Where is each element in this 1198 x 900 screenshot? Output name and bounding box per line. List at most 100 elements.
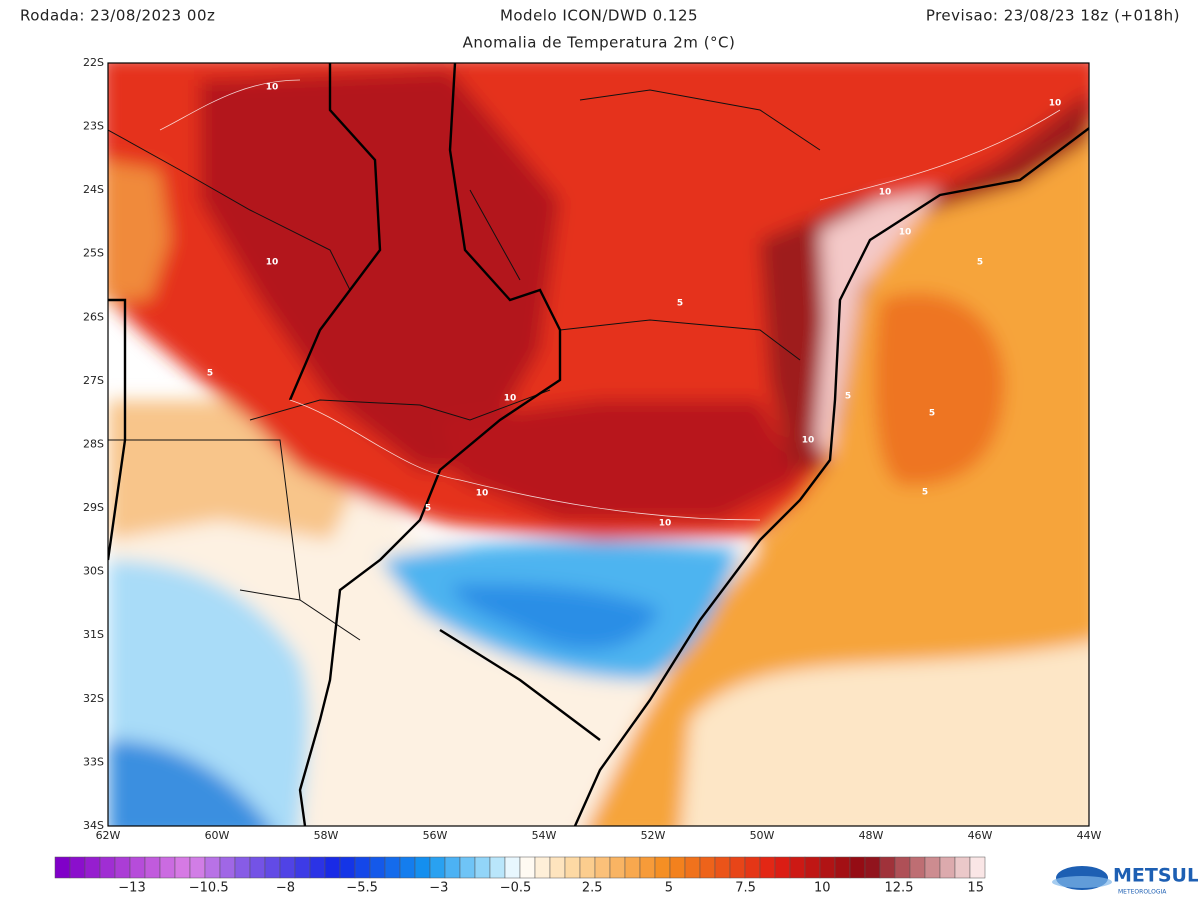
- colorbar-swatch: [504, 856, 521, 879]
- colorbar-swatch: [189, 856, 206, 879]
- colorbar-swatch: [639, 856, 656, 879]
- colorbar-label: −13: [118, 881, 145, 896]
- colorbar-label: −5.5: [346, 881, 378, 896]
- colorbar-swatch: [774, 856, 791, 879]
- colorbar-swatch: [174, 856, 191, 879]
- colorbar-swatch: [594, 856, 611, 879]
- colorbar-swatch: [654, 856, 671, 879]
- colorbar-swatch: [684, 856, 701, 879]
- contour-label: 5: [845, 392, 851, 402]
- run-label: Rodada: 23/08/2023 00z: [20, 7, 215, 25]
- colorbar-swatch: [249, 856, 266, 879]
- lat-label: 32S: [83, 692, 104, 705]
- model-label: Modelo ICON/DWD 0.125: [500, 7, 698, 25]
- colorbar-swatch: [624, 856, 641, 879]
- forecast-label: Previsao: 23/08/23 18z (+018h): [926, 7, 1180, 25]
- colorbar-swatch: [744, 856, 761, 879]
- colorbar-swatch: [789, 856, 806, 879]
- lat-label: 28S: [83, 437, 104, 450]
- colorbar-label: −3: [429, 881, 448, 896]
- colorbar-swatch: [444, 856, 461, 879]
- colorbar-swatch: [909, 856, 926, 879]
- colorbar-swatch: [969, 856, 986, 879]
- colorbar-swatch: [714, 856, 731, 879]
- lat-label: 25S: [83, 247, 104, 260]
- colorbar-swatch: [849, 856, 866, 879]
- colorbar-swatch: [669, 856, 686, 879]
- colorbar-swatch: [804, 856, 821, 879]
- colorbar-swatch: [729, 856, 746, 879]
- contour-label: 5: [425, 504, 431, 514]
- colorbar-swatch: [414, 856, 431, 879]
- colorbar-swatch: [924, 856, 941, 879]
- contour-label: 10: [659, 519, 672, 529]
- colorbar-swatch: [489, 856, 506, 879]
- colorbar-swatch: [834, 856, 851, 879]
- logo-tagline: METEOROLOGIA: [1118, 889, 1167, 896]
- lon-label: 48W: [859, 829, 884, 842]
- colorbar-swatch: [69, 856, 86, 879]
- logo-name: METSUL: [1113, 865, 1198, 887]
- contour-label: 5: [977, 258, 983, 268]
- colorbar-swatch: [219, 856, 236, 879]
- contour-label: 10: [899, 228, 912, 238]
- colorbar-swatch: [519, 856, 536, 879]
- colorbar-swatch: [324, 856, 341, 879]
- contour-label: 10: [504, 394, 517, 404]
- colorbar-swatch: [354, 856, 371, 879]
- colorbar-label: 10: [814, 881, 831, 896]
- colorbar-swatch: [474, 856, 491, 879]
- colorbar-swatch: [699, 856, 716, 879]
- contour-label: 10: [802, 436, 815, 446]
- colorbar-swatch: [369, 856, 386, 879]
- colorbar-swatch: [204, 856, 221, 879]
- colorbar-swatch: [339, 856, 356, 879]
- logo: METSUL METEOROLOGIA: [1052, 865, 1198, 896]
- contour-label: 10: [476, 489, 489, 499]
- colorbar-swatch: [429, 856, 446, 879]
- colorbar-swatch: [564, 856, 581, 879]
- contour-label: 5: [207, 369, 213, 379]
- lon-label: 60W: [205, 829, 230, 842]
- lat-label: 34S: [83, 819, 104, 832]
- colorbar-label: −0.5: [500, 881, 532, 896]
- colorbar-swatch: [144, 856, 161, 879]
- colorbar-swatch: [294, 856, 311, 879]
- colorbar-label: 12.5: [885, 881, 914, 896]
- colorbar-swatch: [309, 856, 326, 879]
- colorbar-swatch: [129, 856, 146, 879]
- colorbar-swatch: [84, 856, 101, 879]
- colorbar-label: 15: [967, 881, 984, 896]
- map-frame: [107, 62, 1090, 827]
- colorbar-swatch: [819, 856, 836, 879]
- lat-label: 26S: [83, 310, 104, 323]
- colorbar-swatch: [759, 856, 776, 879]
- contour-label: 5: [929, 409, 935, 419]
- colorbar-label: 5: [665, 881, 673, 896]
- colorbar-swatch: [939, 856, 956, 879]
- lat-label: 22S: [83, 56, 104, 69]
- lon-label: 46W: [968, 829, 993, 842]
- lat-label: 24S: [83, 183, 104, 196]
- colorbar-swatch: [159, 856, 176, 879]
- colorbar-swatch: [954, 856, 971, 879]
- colorbar-swatch: [864, 856, 881, 879]
- colorbar-label: 7.5: [735, 881, 756, 896]
- lon-label: 56W: [423, 829, 448, 842]
- colorbar-label: −8: [276, 881, 295, 896]
- lat-label: 23S: [83, 120, 104, 133]
- colorbar-swatch: [234, 856, 251, 879]
- colorbar-swatch: [579, 856, 596, 879]
- colorbar-swatch: [384, 856, 401, 879]
- colorbar-swatch: [459, 856, 476, 879]
- colorbar: −13 −10.5 −8 −5.5 −3 −0.5 2.5 5 7.5 10 12.5 15: [54, 856, 986, 896]
- contour-label: 10: [879, 188, 892, 198]
- colorbar-label: 2.5: [582, 881, 603, 896]
- lat-label: 31S: [83, 628, 104, 641]
- contour-label: 5: [922, 488, 928, 498]
- colorbar-swatch: [609, 856, 626, 879]
- colorbar-label: −10.5: [189, 881, 229, 896]
- lon-label: 52W: [641, 829, 666, 842]
- lon-label: 58W: [314, 829, 339, 842]
